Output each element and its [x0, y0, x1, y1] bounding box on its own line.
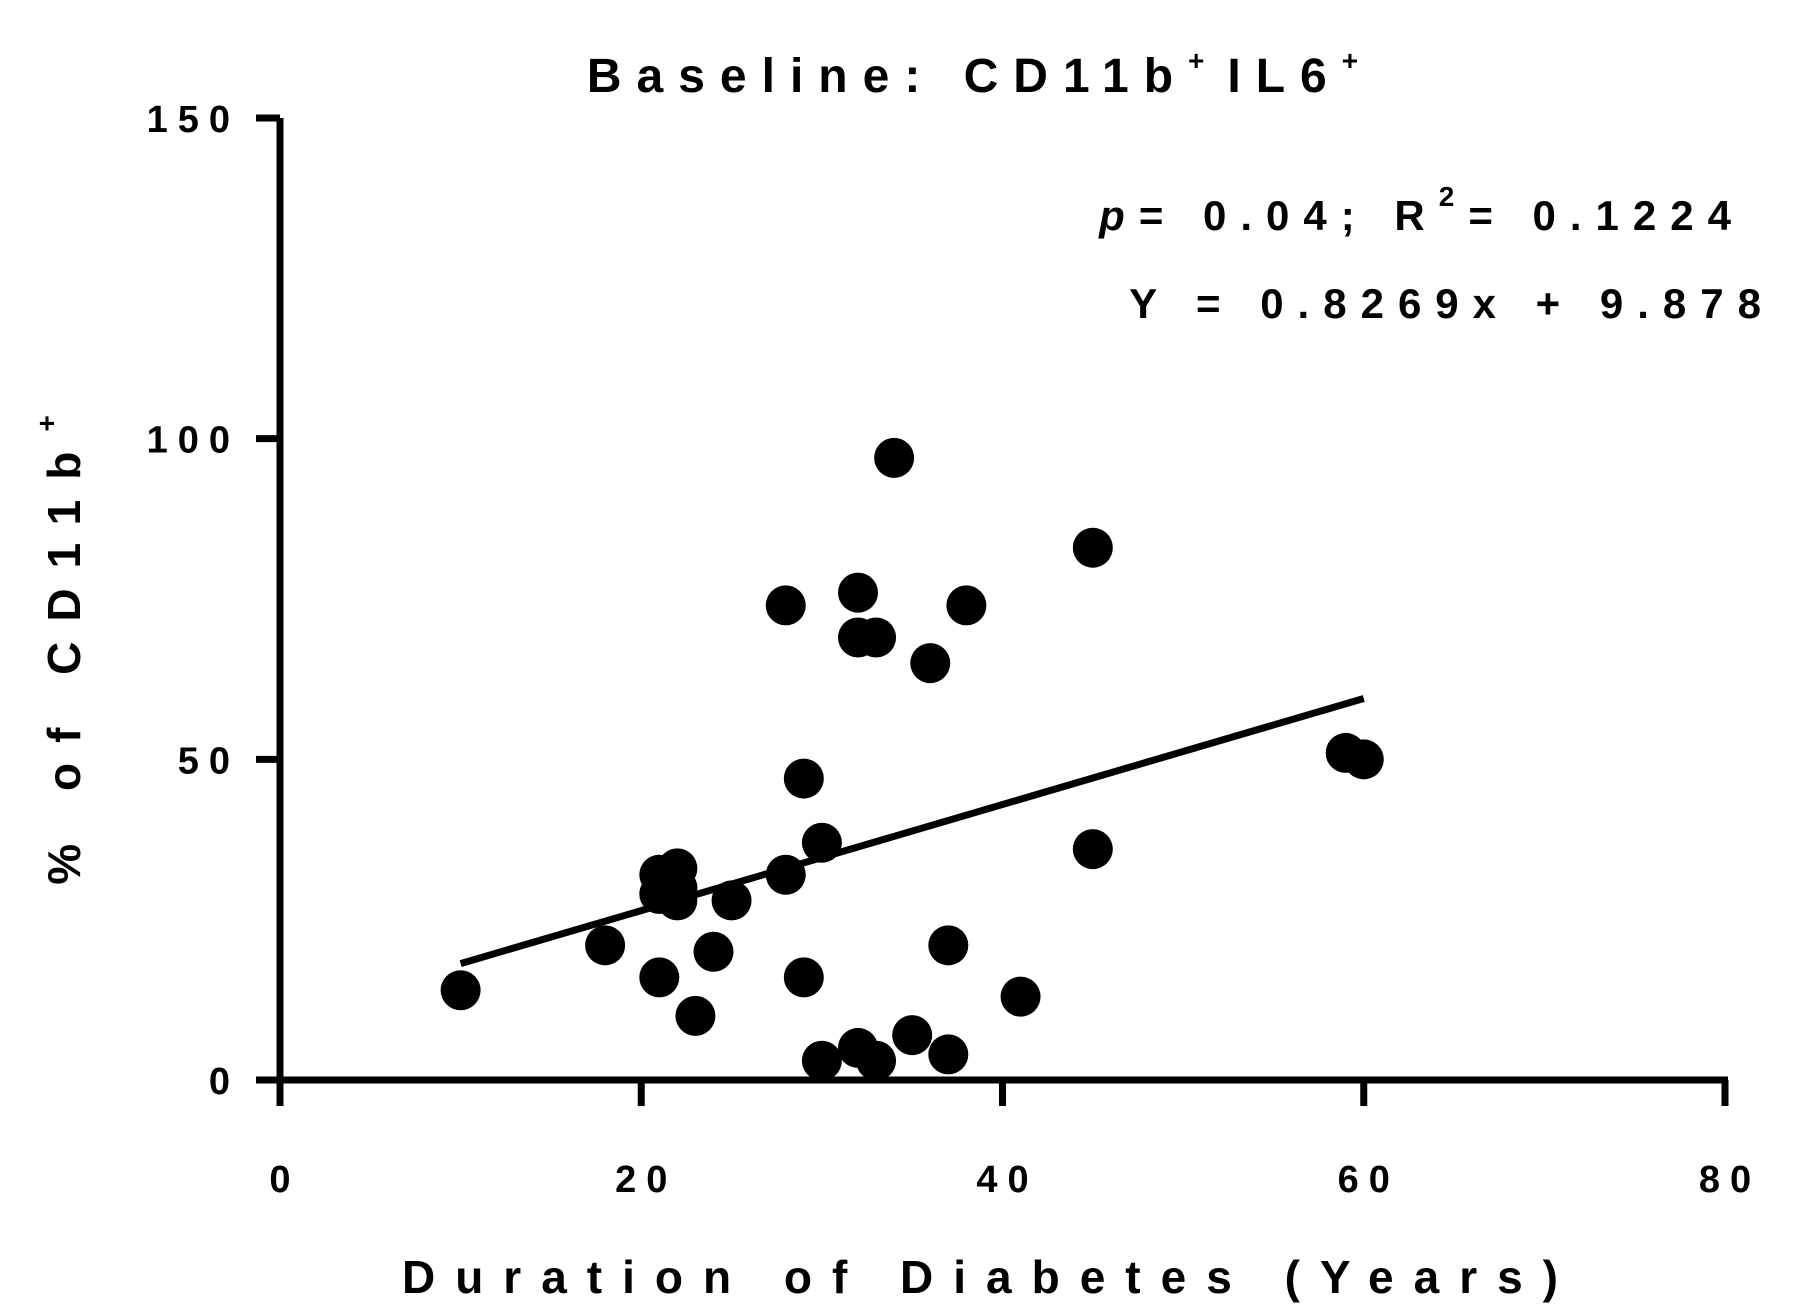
- data-point: [657, 880, 698, 921]
- data-point: [946, 585, 987, 626]
- title-main: Baseline: CD11b: [587, 50, 1188, 103]
- data-point: [1000, 976, 1041, 1017]
- x-axis-label: Duration of Diabetes (Years): [402, 1251, 1578, 1303]
- p-label: p: [1098, 192, 1139, 239]
- regression-line: [459, 695, 1365, 967]
- y-axis-label-group: % of CD11b+: [31, 395, 90, 884]
- y-axis-label-text: % of CD11b: [38, 432, 90, 885]
- data-point: [1343, 739, 1384, 780]
- chart-title: Baseline: CD11b+ IL6+: [587, 45, 1373, 103]
- data-point: [801, 1040, 842, 1081]
- data-point: [874, 437, 915, 478]
- x-tick-label: 20: [615, 1159, 677, 1201]
- data-point: [856, 1040, 897, 1081]
- data-point: [440, 970, 481, 1011]
- regression-line-group: [459, 695, 1365, 967]
- axis-ticks: 0 50 100 150 0 20 40 60 80: [147, 99, 1761, 1201]
- r2-superscript: 2: [1439, 181, 1469, 212]
- r2-value: = 0.1224: [1468, 192, 1745, 239]
- data-point: [928, 1034, 969, 1075]
- title-superscript-2: +: [1342, 45, 1373, 76]
- y-tick-label: 100: [147, 420, 240, 462]
- y-tick-label: 0: [209, 1061, 240, 1103]
- data-point: [856, 617, 897, 658]
- data-point: [783, 758, 824, 799]
- title-middle: IL6: [1227, 50, 1341, 103]
- y-axis-label: % of CD11b+: [31, 395, 90, 884]
- regression-equation: Y = 0.8269x + 9.878: [1129, 280, 1775, 327]
- y-tick-label: 150: [147, 99, 240, 141]
- x-tick-label: 40: [976, 1159, 1038, 1201]
- p-value-annotation: p= 0.04; R2= 0.1224: [1098, 181, 1745, 239]
- data-point: [783, 957, 824, 998]
- data-points: [440, 437, 1384, 1081]
- y-tick-label: 50: [178, 740, 240, 782]
- x-tick-label: 80: [1699, 1159, 1761, 1201]
- data-point: [765, 585, 806, 626]
- data-point: [910, 643, 951, 684]
- data-point: [928, 925, 969, 966]
- data-point: [892, 1015, 933, 1056]
- x-tick-label: 0: [269, 1159, 300, 1201]
- data-point: [838, 572, 878, 613]
- data-point: [585, 925, 626, 966]
- data-point: [765, 854, 806, 895]
- data-point: [639, 957, 680, 998]
- data-point: [1072, 527, 1113, 568]
- data-point: [1072, 829, 1113, 870]
- data-point: [711, 880, 752, 921]
- x-tick-label: 60: [1338, 1159, 1400, 1201]
- p-value: = 0.04; R: [1139, 192, 1439, 239]
- data-point: [693, 931, 734, 972]
- data-point: [801, 822, 842, 863]
- y-axis-label-superscript: +: [31, 395, 62, 431]
- title-superscript: +: [1188, 45, 1219, 76]
- data-point: [675, 995, 716, 1036]
- axes: [276, 118, 1728, 1084]
